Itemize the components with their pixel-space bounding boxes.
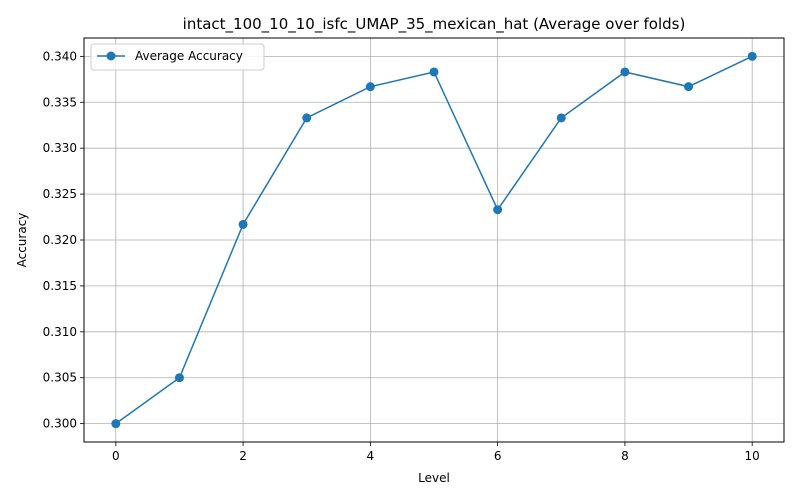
y-tick-label: 0.325 — [43, 187, 77, 201]
y-axis-label: Accuracy — [15, 213, 29, 268]
legend: Average Accuracy — [90, 43, 265, 71]
y-tick-label: 0.300 — [43, 417, 77, 431]
data-point — [556, 113, 566, 123]
x-tick-label: 0 — [112, 449, 120, 463]
x-tick-label: 6 — [494, 449, 502, 463]
legend-marker-swatch — [106, 51, 116, 61]
data-point — [429, 67, 439, 77]
data-point — [174, 373, 184, 383]
y-tick-label: 0.330 — [43, 141, 77, 155]
data-point — [302, 113, 312, 123]
data-point — [620, 67, 630, 77]
data-point — [365, 82, 375, 92]
series-layer — [111, 51, 757, 429]
y-tick-label: 0.335 — [43, 95, 77, 109]
y-tick-label: 0.315 — [43, 279, 77, 293]
data-point — [111, 419, 121, 429]
chart-title: intact_100_10_10_isfc_UMAP_35_mexican_ha… — [183, 15, 686, 34]
x-tick-label: 8 — [621, 449, 629, 463]
data-point — [493, 205, 503, 215]
legend-box — [90, 43, 265, 71]
data-point — [238, 219, 248, 229]
y-tick-label: 0.310 — [43, 325, 77, 339]
x-tick-label: 2 — [239, 449, 247, 463]
x-axis-label: Level — [418, 471, 450, 485]
y-tick-label: 0.340 — [43, 49, 77, 63]
x-tick-label: 4 — [367, 449, 375, 463]
data-point — [684, 82, 694, 92]
x-tick-label: 10 — [745, 449, 760, 463]
data-point — [747, 51, 757, 61]
y-tick-label: 0.320 — [43, 233, 77, 247]
grid — [84, 38, 784, 442]
y-tick-label: 0.305 — [43, 371, 77, 385]
legend-label: Average Accuracy — [135, 49, 243, 63]
ticks: 0 2 4 6 8 10 0.300 0.305 0.310 0.315 0.320 0.325 0.3… — [43, 49, 760, 463]
